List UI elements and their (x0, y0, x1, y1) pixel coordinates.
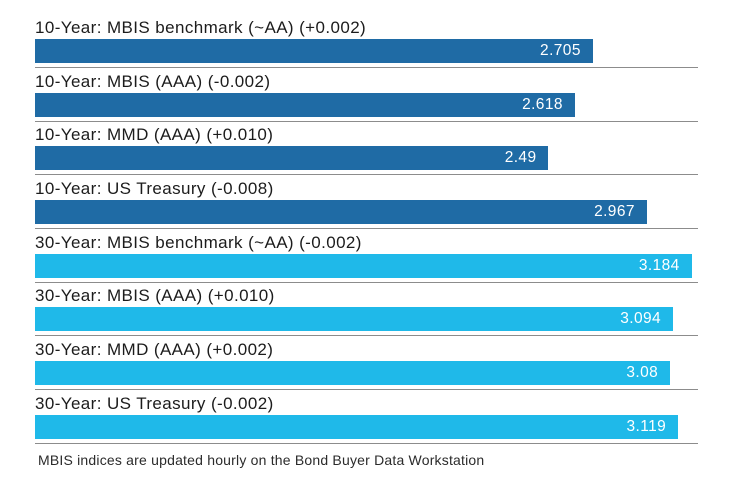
bar-value-label: 3.119 (626, 417, 667, 435)
bar-value-label: 2.49 (504, 149, 537, 167)
bar-label: 10-Year: MBIS (AAA) (-0.002) (35, 71, 271, 91)
chart-row: 30-Year: MMD (AAA) (+0.002) 3.08 (35, 340, 698, 394)
bar-label: 10-Year: MMD (AAA) (+0.010) (35, 125, 274, 145)
row-separator (35, 228, 698, 230)
bar-track: 3.094 (35, 307, 698, 332)
bar: 2.49 (35, 146, 549, 171)
row-separator (35, 335, 698, 337)
bar-track: 3.184 (35, 253, 698, 278)
bar-track: 2.49 (35, 146, 698, 171)
bar: 3.184 (35, 253, 692, 278)
bar-value-label: 3.094 (620, 310, 662, 328)
row-separator (35, 67, 698, 68)
chart-row: 30-Year: MBIS benchmark (~AA) (-0.002) 3… (35, 233, 698, 287)
bar-chart: 10-Year: MBIS benchmark (~AA) (+0.002) 2… (35, 18, 698, 448)
bar-label: 10-Year: MBIS benchmark (~AA) (+0.002) (35, 18, 367, 37)
footer-note: MBIS indices are updated hourly on the B… (38, 452, 485, 468)
bar-label: 30-Year: MBIS (AAA) (+0.010) (35, 286, 275, 306)
bar-label: 30-Year: MBIS benchmark (~AA) (-0.002) (35, 232, 362, 252)
bar: 3.094 (35, 307, 674, 332)
bar-value-label: 2.967 (594, 203, 635, 221)
chart-row: 10-Year: MBIS (AAA) (-0.002) 2.618 (35, 72, 698, 126)
bar-value-label: 3.08 (626, 364, 659, 382)
chart-row: 30-Year: US Treasury (-0.002) 3.119 (35, 394, 698, 448)
row-separator (35, 120, 698, 122)
chart-row: 10-Year: MMD (AAA) (+0.010) 2.49 (35, 125, 698, 179)
bar: 2.967 (35, 200, 647, 225)
bar-label: 30-Year: MMD (AAA) (+0.002) (35, 340, 274, 360)
bar-track: 3.119 (35, 414, 698, 439)
row-separator (35, 442, 698, 444)
bar-value-label: 2.618 (522, 95, 563, 113)
bar: 3.119 (35, 414, 679, 439)
row-separator (35, 389, 698, 391)
chart-row: 30-Year: MBIS (AAA) (+0.010) 3.094 (35, 286, 698, 340)
chart-row: 10-Year: US Treasury (-0.008) 2.967 (35, 179, 698, 233)
bar-label: 30-Year: US Treasury (-0.002) (35, 393, 274, 413)
bar-label: 10-Year: US Treasury (-0.008) (35, 179, 274, 199)
bar: 3.08 (35, 361, 671, 386)
bar-track: 3.08 (35, 361, 698, 386)
bar-track: 2.705 (35, 39, 698, 63)
bar: 2.618 (35, 92, 575, 117)
row-separator (35, 174, 698, 176)
bar-value-label: 3.184 (638, 256, 680, 274)
bar: 2.705 (35, 39, 593, 63)
bar-track: 2.618 (35, 92, 698, 117)
bar-track: 2.967 (35, 200, 698, 225)
chart-row: 10-Year: MBIS benchmark (~AA) (+0.002) 2… (35, 18, 698, 72)
row-separator (35, 281, 698, 283)
bar-value-label: 2.705 (540, 42, 581, 59)
